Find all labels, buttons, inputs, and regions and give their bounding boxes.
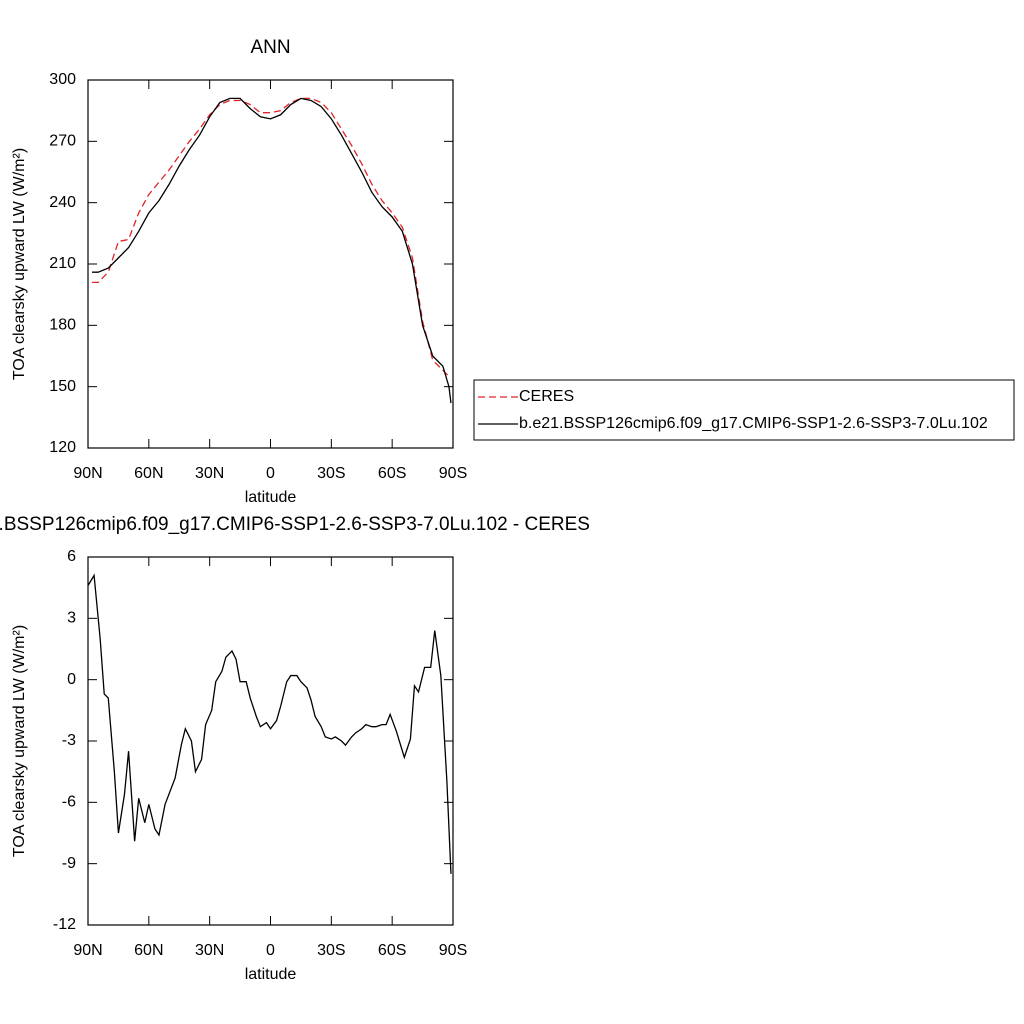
x-tick-label: 60S [378,942,406,959]
y-tick-label: 120 [49,439,76,456]
x-tick-label: 30S [317,465,345,482]
y-tick-label: -3 [62,732,76,749]
plot-frame [87,79,454,449]
y-axis-label: TOA clearsky upward LW (W/m²) [11,625,28,857]
y-tick-label: -6 [62,794,76,811]
y-tick-label: 240 [49,194,76,211]
y-tick-label: 6 [67,548,76,565]
x-tick-label: 30S [317,942,345,959]
data-line [92,97,452,404]
plot-frame [87,556,454,926]
x-tick-label: 90N [73,942,102,959]
x-tick-label: 60S [378,465,406,482]
x-tick-label: 90S [439,942,467,959]
y-tick-label: 180 [49,317,76,334]
chart-title: ANN [250,37,290,58]
data-line [87,573,452,874]
x-tick-label: 90N [73,465,102,482]
legend-label: CERES [519,388,574,405]
x-axis-label: latitude [245,489,297,506]
y-tick-label: 3 [67,610,76,627]
x-tick-label: 30N [195,942,224,959]
y-tick-label: 300 [49,71,76,88]
x-tick-label: 0 [266,465,275,482]
chart-title: b.e21.BSSP126cmip6.f09_g17.CMIP6-SSP1-2.… [0,514,590,535]
data-line [92,97,450,377]
y-tick-label: -12 [53,916,76,933]
legend-box [473,379,1015,441]
y-tick-label: 270 [49,133,76,150]
x-tick-label: 60N [134,942,163,959]
y-tick-label: 210 [49,255,76,272]
x-axis-label: latitude [245,966,297,983]
x-tick-label: 60N [134,465,163,482]
y-tick-label: 150 [49,378,76,395]
y-tick-label: 0 [67,671,76,688]
x-tick-label: 0 [266,942,275,959]
legend-label: b.e21.BSSP126cmip6.f09_g17.CMIP6-SSP1-2.… [519,415,988,432]
x-tick-label: 30N [195,465,224,482]
y-tick-label: -9 [62,855,76,872]
y-axis-label: TOA clearsky upward LW (W/m²) [11,148,28,380]
x-tick-label: 90S [439,465,467,482]
